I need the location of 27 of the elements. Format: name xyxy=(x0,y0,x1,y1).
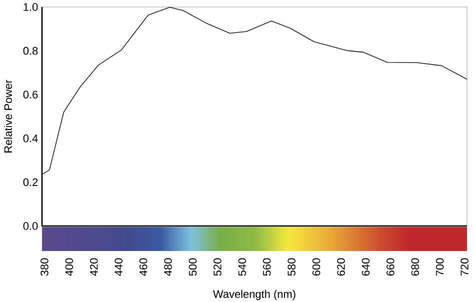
x-tick-label: 660 xyxy=(386,258,394,276)
x-tick-label: 440 xyxy=(114,258,122,276)
x-tick-label: 420 xyxy=(90,258,98,276)
y-tick-label: 0.4 xyxy=(23,134,38,142)
x-tick-label: 540 xyxy=(238,258,246,276)
line-series xyxy=(42,6,468,174)
x-tick-label: 640 xyxy=(362,258,370,276)
x-axis-title: Wavelength (nm) xyxy=(213,290,296,300)
y-tick-label: 0.0 xyxy=(23,222,38,230)
x-tick-label: 560 xyxy=(262,258,271,276)
y-tick-label: 0.6 xyxy=(23,90,38,98)
x-tick-label: 600 xyxy=(312,258,320,276)
x-tick-label: 400 xyxy=(65,258,74,276)
x-tick-label: 700 xyxy=(436,258,444,276)
x-tick-label: 520 xyxy=(214,258,222,276)
y-axis-title: Relative Power xyxy=(4,80,12,152)
y-tick-label: 0.8 xyxy=(23,46,38,55)
x-tick-label: 460 xyxy=(139,258,148,276)
x-tick-label: 620 xyxy=(337,258,345,276)
y-tick-label: 0.2 xyxy=(23,178,38,186)
x-tick-label: 480 xyxy=(164,258,172,276)
x-tick-label: 680 xyxy=(411,258,419,276)
y-tick-label: 1.0 xyxy=(24,3,38,11)
x-tick-label: 380 xyxy=(40,258,48,276)
x-tick-label: 580 xyxy=(288,258,296,276)
x-tick-label: 500 xyxy=(188,258,197,276)
x-tick-label: 720 xyxy=(460,258,468,276)
